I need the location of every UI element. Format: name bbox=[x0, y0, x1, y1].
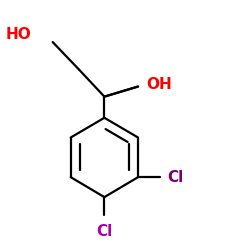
Text: HO: HO bbox=[5, 27, 31, 42]
Text: Cl: Cl bbox=[96, 224, 112, 239]
Text: OH: OH bbox=[146, 77, 172, 92]
Text: Cl: Cl bbox=[167, 170, 183, 185]
